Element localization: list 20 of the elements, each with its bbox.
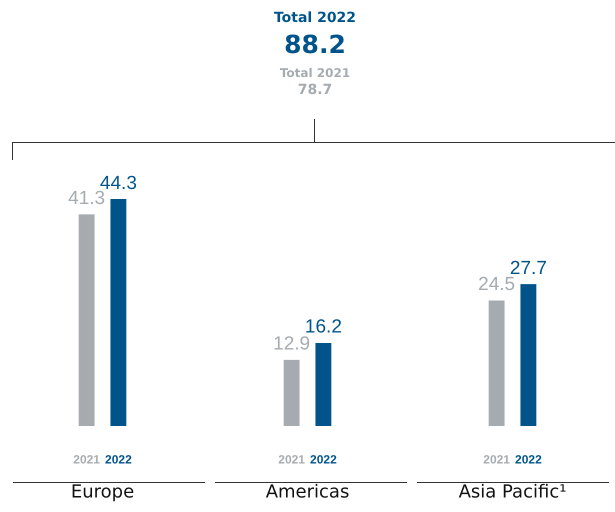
x-tick-label: Europe [70,481,134,502]
x-tick-label: Americas [266,481,350,502]
bar [110,199,126,426]
text: Total 2021 [278,66,352,80]
text: 2021 [483,452,510,466]
text: 78.7 [296,82,334,98]
bar [78,214,95,426]
data-label: 41.3 [68,188,106,210]
bar [284,360,300,426]
text: 88.2 [283,30,347,59]
bar [315,342,332,426]
text: Total 2022 [272,10,358,26]
text: 2021 [278,452,306,466]
text: 2022 [310,452,338,466]
text: 2022 [105,452,132,466]
x-tick-label: Asia Pacific¹ [458,481,566,502]
bar [488,300,505,426]
text: 2022 [515,452,542,466]
text: 2021 [73,452,100,466]
bar [520,284,536,426]
